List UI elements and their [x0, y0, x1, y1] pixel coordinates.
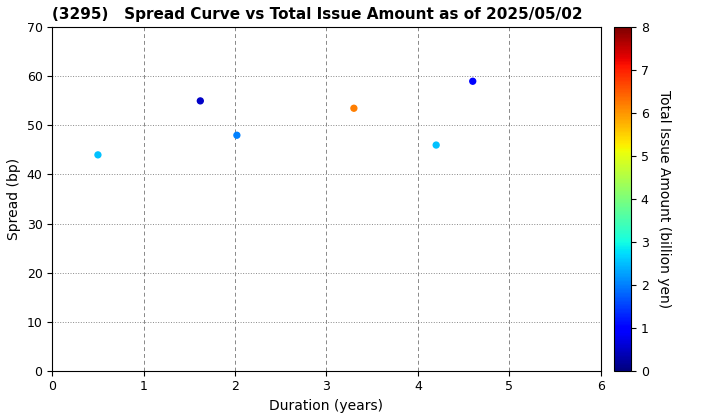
Point — [92, 152, 104, 158]
Text: (3295)   Spread Curve vs Total Issue Amount as of 2025/05/02: (3295) Spread Curve vs Total Issue Amoun… — [53, 7, 583, 22]
Y-axis label: Spread (bp): Spread (bp) — [7, 158, 21, 240]
X-axis label: Duration (years): Duration (years) — [269, 399, 384, 413]
Y-axis label: Total Issue Amount (billion yen): Total Issue Amount (billion yen) — [657, 90, 671, 308]
Point — [231, 132, 243, 139]
Point — [194, 97, 206, 104]
Point — [467, 78, 479, 84]
Point — [348, 105, 360, 112]
Point — [431, 142, 442, 148]
